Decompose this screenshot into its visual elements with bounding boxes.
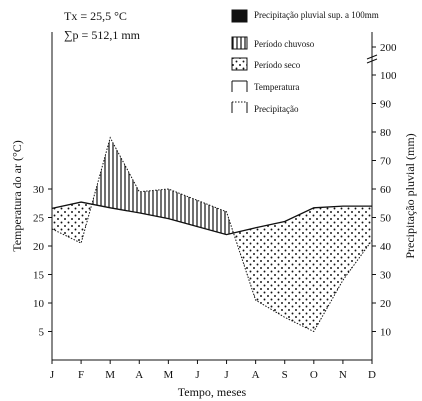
y-tick-label-right: 50	[380, 213, 392, 225]
legend: Precipitação pluvial sup. a 100mm Períod…	[231, 9, 379, 114]
y-tick-label-left: 30	[33, 184, 45, 196]
x-tick-label: D	[368, 369, 376, 381]
x-tick-label: O	[310, 369, 318, 381]
x-tick-label: J	[195, 369, 200, 381]
axis-break	[366, 54, 378, 64]
x-tick-label: M	[105, 369, 115, 381]
legend-swatch-rainy-period	[231, 36, 248, 50]
legend-swatch-dry-period	[231, 57, 248, 71]
x-axis-title: Tempo, meses	[178, 385, 247, 399]
y-tick-label-left: 25	[33, 213, 45, 225]
dry-period-area	[52, 202, 92, 244]
y-tick-label-right: 100	[380, 70, 397, 82]
y-tick-label-right: 20	[380, 298, 392, 310]
y-tick-label-right: 80	[380, 127, 392, 139]
temperature-line	[51, 201, 372, 236]
legend-swatch-extreme-precip	[231, 9, 248, 23]
x-tick-label: N	[339, 369, 347, 381]
x-tick-label: M	[163, 369, 173, 381]
stat-temperature-mean: Tx = 25,5 °C	[64, 9, 127, 23]
x-tick-label: F	[78, 369, 84, 381]
x-tick-label: J	[50, 369, 55, 381]
legend-label-extreme-precip: Precipitação pluvial sup. a 100mm	[254, 10, 379, 20]
y-tick-label-right: 70	[380, 156, 392, 168]
y-tick-label-right: 90	[380, 99, 392, 111]
y-tick-label-right: 200	[380, 42, 397, 54]
rainy-period-area	[91, 137, 234, 235]
x-tick-label: J	[224, 369, 229, 381]
y-tick-label-left: 15	[33, 270, 45, 282]
legend-swatch-precipitation	[231, 101, 248, 113]
y-tick-label-left: 20	[33, 241, 45, 253]
stat-precipitation-total: ∑p = 512,1 mm	[64, 28, 141, 42]
y-tick-label-left: 10	[33, 298, 45, 310]
legend-label-dry-period: Período seco	[254, 60, 301, 70]
y-axis-title-right: Precipitação pluvial (mm)	[403, 133, 417, 258]
dry-period-area	[233, 206, 372, 332]
x-tick-label: A	[135, 369, 143, 381]
y-axis-title-left: Temperatura do ar (°C)	[10, 140, 24, 252]
y-tick-label-right: 30	[380, 270, 392, 282]
legend-label-precipitation: Precipitação	[254, 104, 299, 114]
legend-label-rainy-period: Período chuvoso	[254, 39, 315, 49]
precipitation-line	[51, 136, 373, 333]
y-tick-label-right: 60	[380, 184, 392, 196]
x-tick-label: S	[282, 369, 288, 381]
legend-swatch-temperature	[231, 80, 248, 92]
y-tick-label-right: 10	[380, 327, 392, 339]
legend-label-temperature: Temperatura	[254, 82, 299, 92]
x-tick-label: A	[252, 369, 260, 381]
y-tick-label-right: 40	[380, 241, 392, 253]
y-tick-label-left: 5	[39, 327, 45, 339]
